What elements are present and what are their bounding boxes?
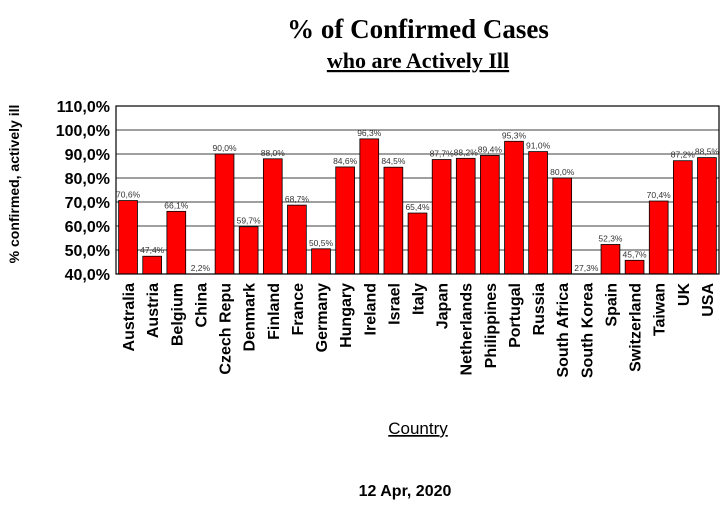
data-label: 91,0% xyxy=(526,141,551,151)
x-tick-label: Israel xyxy=(386,283,403,325)
y-tick-label: 70,0% xyxy=(65,195,110,212)
x-tick-label: Finland xyxy=(266,283,283,340)
x-tick-label: Netherlands xyxy=(459,283,476,376)
bar xyxy=(311,248,331,275)
data-label: 66,1% xyxy=(164,200,189,210)
x-tick-label: Czech Repu xyxy=(218,283,235,375)
chart-title: % of Confirmed Cases xyxy=(287,14,549,44)
x-tick-label: Denmark xyxy=(242,283,259,352)
x-tick-label: South Africa xyxy=(555,283,572,378)
data-label: 87,2% xyxy=(671,150,696,160)
bar xyxy=(480,155,500,275)
data-label: 70,4% xyxy=(647,190,672,200)
y-tick-label: 80,0% xyxy=(65,171,110,188)
data-label: 88,5% xyxy=(695,147,720,157)
y-tick-label: 40,0% xyxy=(65,267,110,284)
bar xyxy=(142,255,162,275)
data-label: 65,4% xyxy=(405,202,430,212)
bar xyxy=(455,157,476,275)
data-label: 59,7% xyxy=(237,216,262,226)
bar xyxy=(238,226,259,275)
y-tick-label: 60,0% xyxy=(65,219,110,236)
bar xyxy=(648,200,669,275)
x-tick-label: France xyxy=(290,283,307,336)
data-label: 88,0% xyxy=(261,148,286,158)
x-tick-label: South Korea xyxy=(579,283,596,378)
bar xyxy=(552,177,573,275)
x-tick-label: Austria xyxy=(145,283,162,338)
bar xyxy=(118,200,138,275)
x-tick-label: Spain xyxy=(603,283,620,327)
bar xyxy=(673,160,693,275)
bar xyxy=(528,151,548,275)
bar xyxy=(600,244,621,275)
data-label: 84,5% xyxy=(381,156,406,166)
bar xyxy=(359,138,380,275)
x-tick-label: Taiwan xyxy=(652,283,669,336)
x-tick-label: Switzerland xyxy=(628,283,645,372)
x-tick-label: Ireland xyxy=(362,283,379,335)
plot-frame xyxy=(115,105,720,275)
data-label: 45,7% xyxy=(623,249,648,259)
data-label: 96,3% xyxy=(357,128,382,138)
y-axis-label: % confirmed, actively ill xyxy=(6,105,22,264)
x-tick-label: Hungary xyxy=(338,283,355,348)
data-label: 84,6% xyxy=(333,156,358,166)
x-tick-label: Australia xyxy=(121,283,138,352)
data-label: 70,6% xyxy=(116,190,141,200)
y-tick-label: 50,0% xyxy=(65,243,110,260)
bar xyxy=(335,166,355,275)
bar xyxy=(383,166,404,275)
data-label: 52,3% xyxy=(598,233,623,243)
bar xyxy=(431,159,452,275)
x-tick-label: USA xyxy=(700,283,717,317)
x-tick-label: Russia xyxy=(531,283,548,336)
x-axis-label: Country xyxy=(388,419,448,438)
data-label: 88,2% xyxy=(454,147,479,157)
y-tick-label: 90,0% xyxy=(65,147,110,164)
data-label: 95,3% xyxy=(502,130,527,140)
x-tick-label: Japan xyxy=(435,283,452,329)
bar xyxy=(624,259,645,275)
x-tick-label: Portugal xyxy=(507,283,524,348)
bar xyxy=(287,204,307,275)
x-tick-label: Philippines xyxy=(483,283,500,368)
bar xyxy=(214,153,235,275)
chart-subtitle: who are Actively Ill xyxy=(327,48,509,73)
x-tick-label: China xyxy=(193,283,210,328)
data-label: 89,4% xyxy=(478,144,503,154)
data-label: 47,4% xyxy=(140,245,165,255)
bar xyxy=(504,140,524,275)
data-label: 68,7% xyxy=(285,194,310,204)
bar xyxy=(407,212,428,275)
y-tick-label: 100,0% xyxy=(56,123,110,140)
data-label: 2,2% xyxy=(191,263,211,273)
date-footer: 12 Apr, 2020 xyxy=(359,483,452,500)
x-tick-label: UK xyxy=(676,283,693,307)
x-tick-label: Italy xyxy=(411,283,428,315)
data-label: 87,7% xyxy=(430,149,455,159)
bar xyxy=(166,210,187,275)
data-label: 50,5% xyxy=(309,238,334,248)
y-tick-label: 110,0% xyxy=(57,99,110,116)
x-tick-label: Belgium xyxy=(169,283,186,346)
bar xyxy=(262,158,283,275)
data-label: 27,3% xyxy=(574,263,599,273)
bar xyxy=(697,157,717,275)
data-label: 90,0% xyxy=(212,143,237,153)
data-label: 80,0% xyxy=(550,167,575,177)
x-tick-label: Germany xyxy=(314,283,331,352)
